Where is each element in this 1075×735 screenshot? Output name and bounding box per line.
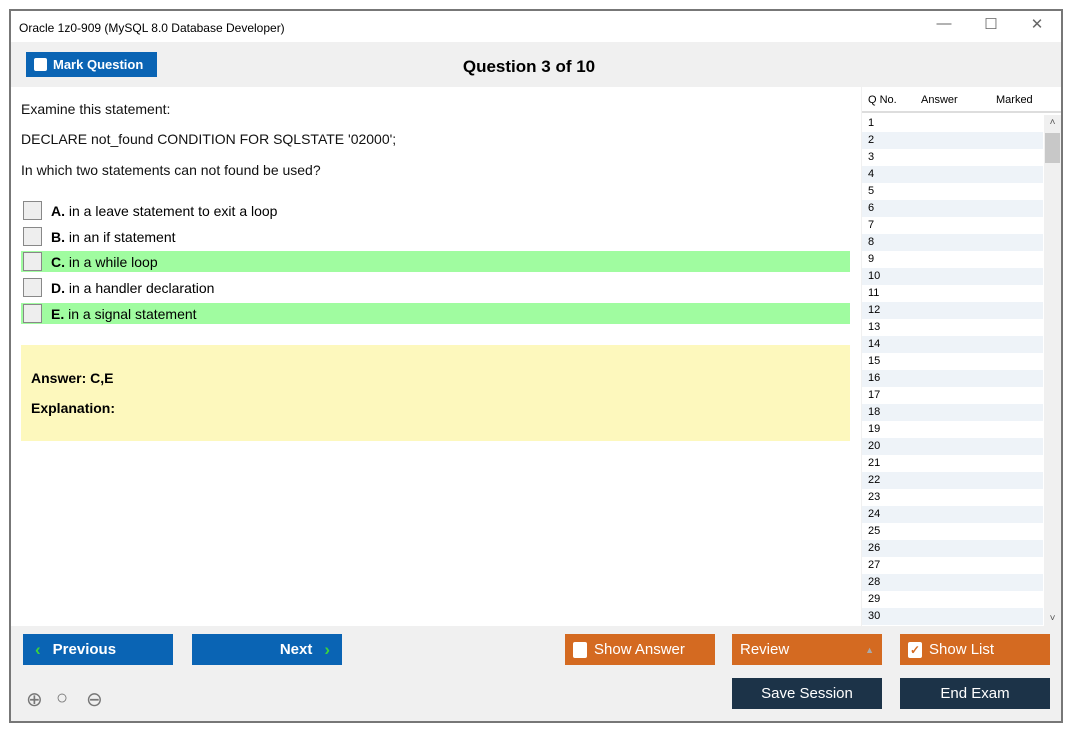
- toolbar: Mark Question Question 3 of 10: [11, 42, 1061, 87]
- checkbox-icon[interactable]: [573, 641, 587, 658]
- option-letter: A.: [51, 202, 65, 219]
- question-statement: DECLARE not_found CONDITION FOR SQLSTATE…: [21, 131, 397, 147]
- list-row[interactable]: 16: [862, 370, 1043, 387]
- list-row[interactable]: 24: [862, 506, 1043, 523]
- previous-button[interactable]: ‹ Previous: [23, 634, 173, 665]
- list-row[interactable]: 10: [862, 268, 1043, 285]
- list-row[interactable]: 15: [868, 355, 881, 367]
- list-row[interactable]: 18: [862, 404, 1043, 421]
- mark-question-label: Mark Question: [53, 57, 144, 72]
- header-qno: Q No.: [868, 94, 897, 106]
- answer-option[interactable]: E. in a signal statement: [21, 303, 850, 324]
- list-row[interactable]: 21: [868, 457, 881, 469]
- option-checkbox[interactable]: [23, 304, 42, 323]
- next-label: Next: [279, 641, 313, 658]
- previous-label: Previous: [52, 641, 117, 658]
- list-row[interactable]: 23: [868, 491, 881, 503]
- option-letter: C.: [51, 253, 65, 270]
- scrollbar-thumb[interactable]: [1045, 133, 1060, 163]
- question-prompt: In which two statements can not found be…: [21, 162, 321, 178]
- maximize-button[interactable]: ☐: [984, 16, 998, 33]
- list-row[interactable]: 27: [868, 559, 881, 571]
- show-answer-button[interactable]: Show Answer: [565, 634, 715, 665]
- answer-option[interactable]: B. in an if statement: [21, 226, 850, 247]
- list-row[interactable]: 7: [868, 219, 875, 231]
- mark-question-button[interactable]: Mark Question: [26, 52, 157, 77]
- list-row[interactable]: 11: [868, 287, 880, 299]
- list-row[interactable]: 17: [868, 389, 881, 401]
- close-button[interactable]: ✕: [1030, 16, 1044, 33]
- list-row[interactable]: 3: [868, 151, 875, 163]
- answer-option[interactable]: C. in a while loop: [21, 251, 850, 272]
- header-marked: Marked: [996, 94, 1033, 106]
- list-row[interactable]: 13: [868, 321, 881, 333]
- question-title: Question 3 of 10: [462, 57, 596, 76]
- option-letter: B.: [51, 228, 65, 245]
- list-row[interactable]: 12: [862, 302, 1043, 319]
- list-row[interactable]: 19: [868, 423, 881, 435]
- minimize-button[interactable]: —: [936, 15, 952, 32]
- option-text: in a while loop: [65, 253, 158, 270]
- question-intro: Examine this statement:: [21, 101, 171, 117]
- question-list: Q No. Answer Marked 1 2 3 4 5 6 7 8 9 10 11 12 13 14 1…: [862, 87, 1061, 626]
- list-row[interactable]: 8: [862, 234, 1043, 251]
- explanation-label: Explanation:: [31, 400, 116, 416]
- list-row[interactable]: 30: [862, 608, 1043, 625]
- show-answer-label: Show Answer: [594, 641, 685, 658]
- option-checkbox[interactable]: [23, 278, 42, 297]
- answer-text: Answer: C,E: [31, 370, 114, 386]
- list-row[interactable]: 22: [862, 472, 1043, 489]
- answer-box: Answer: C,E Explanation:: [21, 345, 850, 441]
- review-label: Review: [740, 641, 790, 658]
- list-row[interactable]: 29: [868, 593, 881, 605]
- answer-option[interactable]: D. in a handler declaration: [21, 277, 850, 298]
- option-letter: E.: [51, 305, 65, 322]
- zoom-reset-icon[interactable]: ○: [56, 687, 69, 709]
- chevron-right-icon: ›: [324, 639, 330, 659]
- save-session-button[interactable]: Save Session: [732, 678, 882, 709]
- list-row[interactable]: 5: [868, 185, 875, 197]
- caret-up-icon: ▲: [865, 644, 874, 655]
- scrollbar[interactable]: ˄ ˅: [1044, 115, 1061, 626]
- option-text: in a handler declaration: [65, 279, 215, 296]
- header-answer: Answer: [921, 94, 958, 106]
- scroll-up-icon[interactable]: ˄: [1049, 117, 1056, 128]
- list-header: Q No. Answer Marked: [862, 87, 1061, 113]
- option-letter: D.: [51, 279, 65, 296]
- next-button[interactable]: Next ›: [192, 634, 342, 665]
- list-row[interactable]: 9: [868, 253, 875, 265]
- list-row[interactable]: 25: [868, 525, 881, 537]
- list-row[interactable]: 20: [862, 438, 1043, 455]
- end-exam-button[interactable]: End Exam: [900, 678, 1050, 709]
- option-checkbox[interactable]: [23, 201, 42, 220]
- list-row[interactable]: 26: [862, 540, 1043, 557]
- option-checkbox[interactable]: [23, 227, 42, 246]
- show-list-label: Show List: [929, 641, 995, 658]
- chevron-left-icon: ‹: [35, 639, 41, 659]
- list-row[interactable]: 4: [862, 166, 1043, 183]
- window-title: Oracle 1z0-909 (MySQL 8.0 Database Devel…: [19, 21, 285, 35]
- zoom-out-icon[interactable]: ⊖: [86, 689, 103, 711]
- question-panel: Examine this statement: DECLARE not_foun…: [11, 87, 861, 626]
- list-row[interactable]: 1: [868, 117, 875, 129]
- option-checkbox[interactable]: [23, 252, 42, 271]
- list-row[interactable]: 6: [862, 200, 1043, 217]
- app-window: Oracle 1z0-909 (MySQL 8.0 Database Devel…: [9, 9, 1063, 723]
- option-text: in a leave statement to exit a loop: [65, 202, 278, 219]
- review-dropdown[interactable]: Review ▲: [732, 634, 882, 665]
- show-list-button[interactable]: ✓ Show List: [900, 634, 1050, 665]
- answer-option[interactable]: A. in a leave statement to exit a loop: [21, 200, 850, 221]
- scroll-down-icon[interactable]: ˅: [1049, 613, 1056, 624]
- checkbox-checked-icon[interactable]: ✓: [908, 641, 922, 658]
- list-row[interactable]: 14: [862, 336, 1043, 353]
- checkbox-icon[interactable]: [34, 58, 47, 71]
- zoom-in-icon[interactable]: ⊕: [26, 689, 43, 711]
- title-bar: Oracle 1z0-909 (MySQL 8.0 Database Devel…: [11, 11, 1061, 42]
- option-text: in an if statement: [65, 228, 176, 245]
- option-text: in a signal statement: [64, 305, 197, 322]
- list-row[interactable]: 2: [862, 132, 1043, 149]
- list-row[interactable]: 28: [862, 574, 1043, 591]
